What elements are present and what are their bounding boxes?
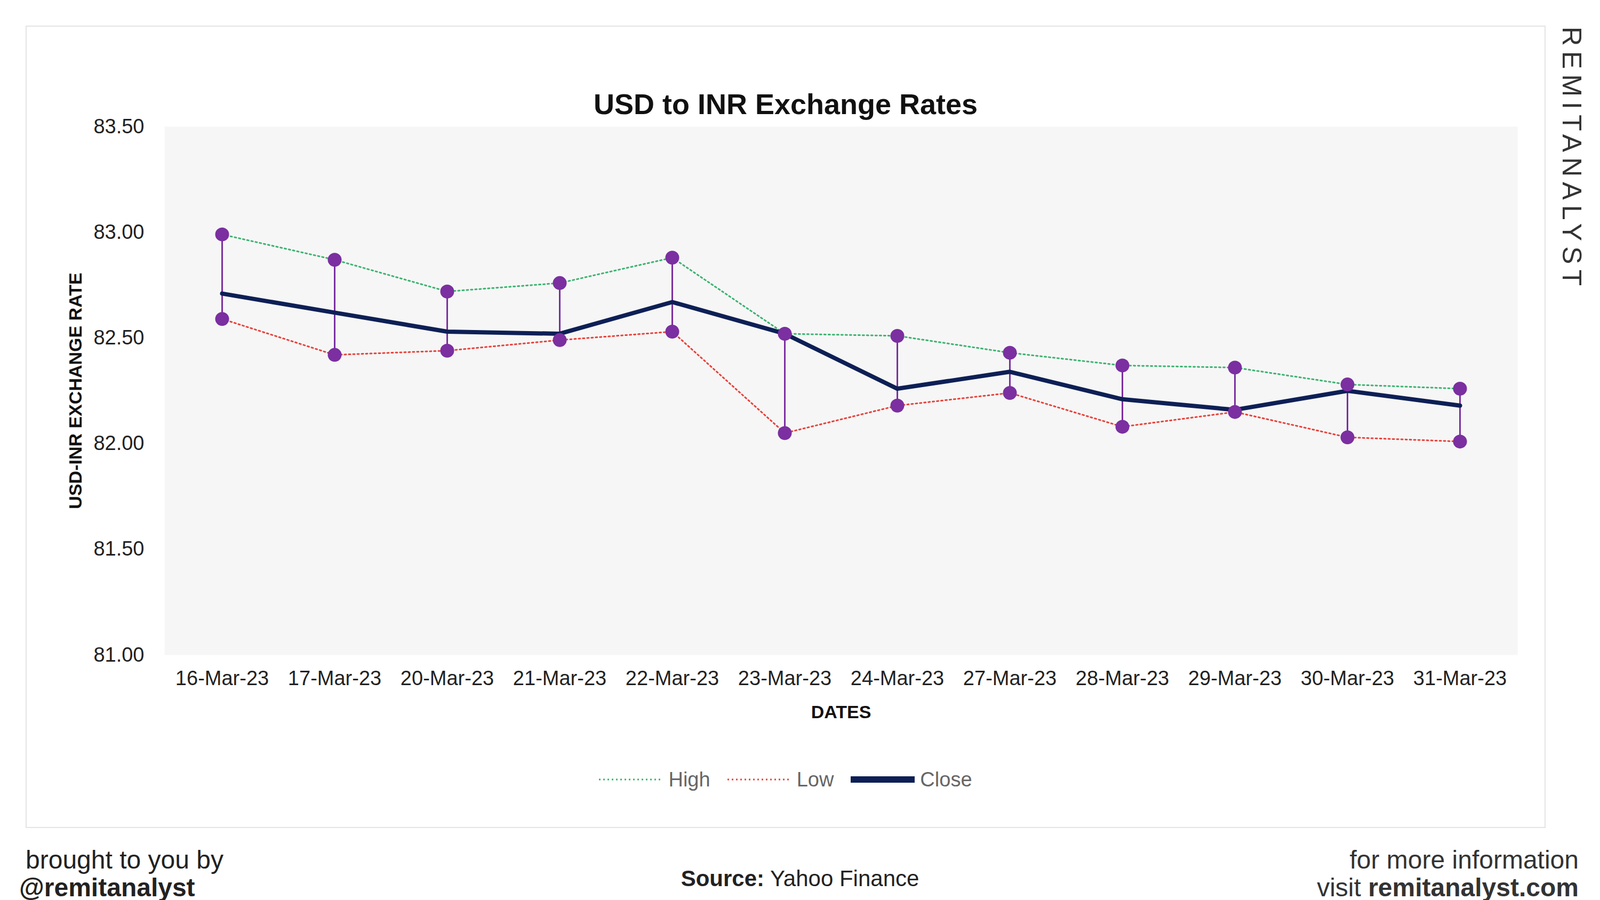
svg-text:28-Mar-23: 28-Mar-23 — [1075, 667, 1170, 690]
html-text:High: High — [668, 768, 711, 791]
html-text:brought to you by: brought to you by — [25, 845, 224, 875]
svg-text:27-Mar-23: 27-Mar-23 — [963, 667, 1057, 690]
svg-text:DATES: DATES — [811, 701, 872, 723]
svg-text:31-Mar-23: 31-Mar-23 — [1413, 667, 1507, 690]
html-text:Close: Close — [920, 768, 972, 791]
svg-text:USD-INR EXCHANGE RATE: USD-INR EXCHANGE RATE — [65, 272, 86, 509]
html-text:Source: Yahoo Finance: Source: Yahoo Finance — [680, 866, 920, 892]
svg-text:21-Mar-23: 21-Mar-23 — [513, 667, 607, 690]
svg-text:23-Mar-23: 23-Mar-23 — [738, 667, 832, 690]
svg-text:20-Mar-23: 20-Mar-23 — [400, 667, 494, 690]
svg-text:24-Mar-23: 24-Mar-23 — [850, 667, 944, 690]
svg-text:81.50: 81.50 — [93, 537, 144, 560]
svg-text:82.00: 82.00 — [93, 432, 144, 455]
svg-text:29-Mar-23: 29-Mar-23 — [1188, 667, 1282, 690]
svg-text:17-Mar-23: 17-Mar-23 — [288, 667, 382, 690]
svg-text:82.50: 82.50 — [93, 326, 144, 349]
svg-text:16-Mar-23: 16-Mar-23 — [175, 667, 269, 690]
svg-text:83.00: 83.00 — [93, 220, 144, 244]
svg-text:83.50: 83.50 — [93, 115, 144, 138]
svg-text:81.00: 81.00 — [93, 643, 144, 667]
svg-text:22-Mar-23: 22-Mar-23 — [625, 667, 719, 690]
svg-text:30-Mar-23: 30-Mar-23 — [1300, 667, 1395, 690]
html-text:REMITANALYST: REMITANALYST — [1556, 26, 1587, 292]
html-text:Low: Low — [796, 768, 834, 791]
html-text:for more information: for more information — [1349, 845, 1579, 875]
html-text:USD to INR Exchange Rates: USD to INR Exchange Rates — [593, 88, 978, 120]
